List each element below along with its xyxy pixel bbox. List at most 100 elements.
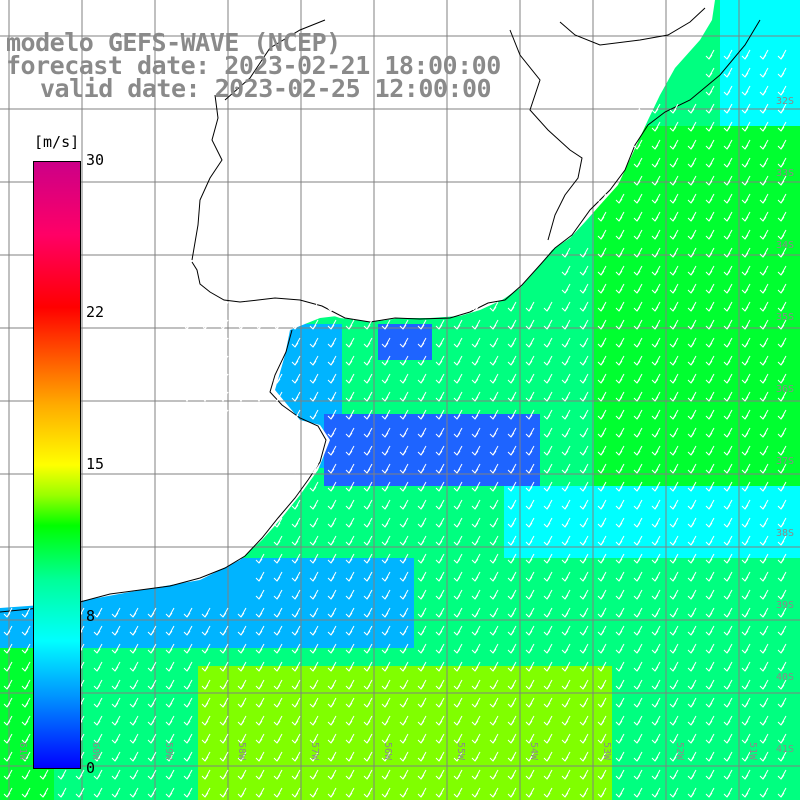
- wind-arrow: [255, 391, 265, 402]
- wind-arrow: [669, 229, 679, 240]
- wind-arrow: [669, 103, 679, 114]
- wind-arrow: [615, 589, 625, 600]
- wind-arrow: [219, 733, 229, 744]
- wind-arrow: [489, 409, 499, 420]
- wind-arrow: [273, 787, 283, 798]
- wind-arrow: [651, 733, 661, 744]
- wind-arrow: [273, 535, 283, 546]
- wind-arrow: [741, 319, 751, 330]
- wind-arrow: [345, 769, 355, 780]
- wind-arrow: [615, 553, 625, 564]
- wind-arrow: [507, 301, 517, 312]
- wind-arrow: [453, 517, 463, 528]
- wind-arrow: [435, 517, 445, 528]
- wind-arrow: [417, 535, 427, 546]
- wind-arrow: [651, 571, 661, 582]
- wind-arrow: [417, 355, 427, 366]
- wind-arrow: [219, 409, 229, 420]
- wind-arrow: [561, 445, 571, 456]
- wind-arrow: [777, 571, 787, 582]
- wind-arrow: [741, 391, 751, 402]
- wind-arrow: [705, 283, 715, 294]
- wind-arrow: [183, 337, 193, 348]
- wind-arrows: [3, 49, 787, 798]
- wind-arrow: [687, 499, 697, 510]
- wind-arrow: [435, 481, 445, 492]
- wind-arrow: [381, 787, 391, 798]
- wind-arrow: [759, 589, 769, 600]
- wind-arrow: [525, 679, 535, 690]
- wind-arrow: [777, 157, 787, 168]
- wind-arrow: [327, 499, 337, 510]
- wind-arrow: [777, 265, 787, 276]
- wind-arrow: [291, 751, 301, 762]
- wind-arrow: [687, 229, 697, 240]
- wind-arrow: [165, 643, 175, 654]
- wind-arrow: [651, 121, 661, 132]
- wind-arrow: [201, 607, 211, 618]
- wind-arrow: [327, 535, 337, 546]
- wind-arrow: [669, 679, 679, 690]
- wind-arrow: [147, 625, 157, 636]
- wind-arrow: [741, 751, 751, 762]
- wind-arrow: [417, 517, 427, 528]
- wind-arrow: [39, 769, 49, 780]
- wind-arrow: [507, 679, 517, 690]
- wind-arrow: [579, 607, 589, 618]
- wind-arrow: [777, 373, 787, 384]
- wind-arrow: [777, 553, 787, 564]
- wind-arrow: [633, 265, 643, 276]
- wind-arrow: [633, 697, 643, 708]
- legend-tick-22: 22: [86, 303, 105, 321]
- wind-arrow: [471, 373, 481, 384]
- wind-arrow: [255, 715, 265, 726]
- wind-arrow: [255, 373, 265, 384]
- wind-arrow: [777, 751, 787, 762]
- wind-arrow: [309, 589, 319, 600]
- wind-arrow: [417, 445, 427, 456]
- wind-arrow: [309, 553, 319, 564]
- wind-arrow: [399, 355, 409, 366]
- wind-arrow: [363, 643, 373, 654]
- wind-arrow: [237, 301, 247, 312]
- wind-arrow: [669, 625, 679, 636]
- wind-arrow: [39, 787, 49, 798]
- wind-arrow: [687, 787, 697, 798]
- wind-arrow: [579, 481, 589, 492]
- wind-arrow: [561, 247, 571, 258]
- wind-arrow: [741, 553, 751, 564]
- wind-arrow: [741, 499, 751, 510]
- wind-arrow: [615, 409, 625, 420]
- wind-arrow: [561, 751, 571, 762]
- wind-arrow: [255, 589, 265, 600]
- wind-arrow: [489, 499, 499, 510]
- wind-arrow: [165, 751, 175, 762]
- lat-label: 32S: [776, 96, 794, 107]
- wind-arrow: [3, 607, 13, 618]
- wind-arrow: [327, 715, 337, 726]
- wind-arrow: [237, 391, 247, 402]
- wind-arrow: [723, 427, 733, 438]
- wind-arrow: [777, 445, 787, 456]
- wind-arrow: [435, 787, 445, 798]
- wind-arrow: [615, 247, 625, 258]
- wind-arrow: [759, 499, 769, 510]
- wind-arrow: [723, 571, 733, 582]
- wind-arrow: [255, 679, 265, 690]
- wind-arrow: [633, 337, 643, 348]
- wind-arrow: [633, 193, 643, 204]
- wind-arrow: [363, 697, 373, 708]
- wind-arrow: [687, 247, 697, 258]
- wind-arrow: [507, 643, 517, 654]
- wind-arrow: [561, 427, 571, 438]
- wind-arrow: [345, 481, 355, 492]
- wind-arrow: [327, 787, 337, 798]
- wind-arrow: [93, 607, 103, 618]
- wind-arrow: [561, 265, 571, 276]
- wind-arrow: [363, 715, 373, 726]
- wind-arrow: [345, 301, 355, 312]
- wind-arrow: [723, 85, 733, 96]
- wind-arrow: [759, 193, 769, 204]
- wind-arrow: [399, 661, 409, 672]
- wind-arrow: [471, 319, 481, 330]
